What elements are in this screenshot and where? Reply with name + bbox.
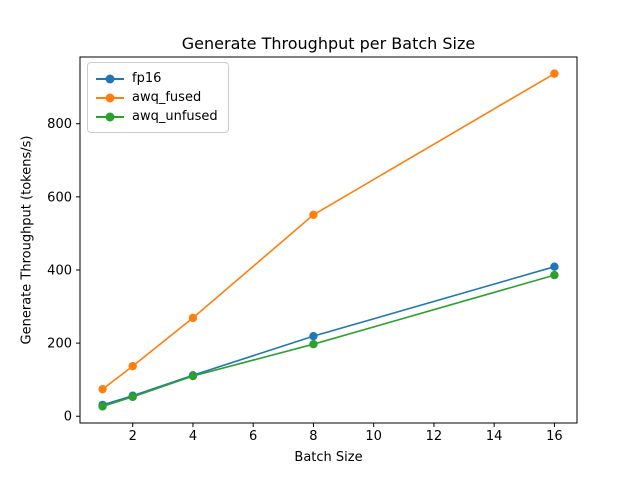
data-point-awq_fused [309, 210, 318, 219]
data-point-awq_unfused [98, 402, 107, 411]
y-tick-label: 0 [64, 410, 72, 425]
data-point-awq_unfused [188, 371, 198, 381]
x-tick-label: 8 [309, 429, 317, 444]
y-tick-label: 200 [47, 337, 72, 352]
legend-label: awq_unfused [132, 109, 218, 124]
data-point-awq_unfused [309, 340, 318, 349]
legend-marker-icon [96, 93, 124, 103]
data-point-awq_fused [550, 69, 559, 78]
legend-marker-icon [96, 112, 124, 122]
legend-label: fp16 [132, 71, 162, 86]
legend-item-fp16: fp16 [96, 69, 218, 88]
x-tick-label: 14 [486, 429, 503, 444]
data-point-awq_fused [128, 361, 137, 371]
y-tick-label: 400 [47, 263, 72, 278]
data-point-awq_unfused [550, 270, 559, 280]
chart-title: Generate Throughput per Batch Size [181, 34, 476, 53]
legend: fp16 awq_fused awq_unfused [87, 62, 229, 133]
legend-item-awq-unfused: awq_unfused [96, 107, 218, 126]
y-tick-label: 600 [47, 190, 72, 205]
x-tick-label: 10 [365, 429, 382, 444]
x-axis-label: Batch Size [294, 450, 363, 465]
x-tick-label: 4 [189, 429, 197, 444]
legend-label: awq_fused [132, 90, 202, 105]
x-tick-label: 16 [546, 429, 563, 444]
y-axis-label: Generate Throughput (tokens/s) [19, 135, 35, 345]
x-tick-label: 2 [129, 429, 137, 444]
data-point-fp16 [550, 262, 559, 271]
data-point-awq_fused [188, 313, 198, 323]
legend-item-awq-fused: awq_fused [96, 88, 218, 107]
axes-frame [79, 56, 578, 424]
legend-marker-icon [96, 74, 124, 84]
data-point-awq_unfused [128, 392, 137, 402]
data-point-fp16 [309, 331, 318, 341]
x-tick-label: 12 [426, 429, 443, 444]
y-tick-label: 800 [47, 117, 72, 132]
data-point-awq_fused [98, 384, 107, 394]
x-tick-label: 6 [249, 429, 257, 444]
series-line-awq_unfused [102, 274, 555, 408]
